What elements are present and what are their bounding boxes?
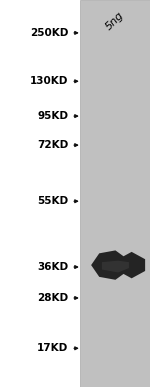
- Text: 55KD: 55KD: [37, 196, 68, 206]
- Text: 17KD: 17KD: [37, 343, 68, 353]
- Polygon shape: [91, 250, 145, 280]
- Text: 5ng: 5ng: [104, 10, 126, 32]
- Text: 72KD: 72KD: [37, 140, 68, 150]
- Polygon shape: [102, 261, 129, 272]
- Text: 95KD: 95KD: [37, 111, 68, 121]
- Bar: [80, 0, 150, 387]
- Text: 36KD: 36KD: [37, 262, 68, 272]
- Text: 250KD: 250KD: [30, 28, 68, 38]
- Text: 130KD: 130KD: [30, 76, 68, 86]
- Text: 28KD: 28KD: [37, 293, 68, 303]
